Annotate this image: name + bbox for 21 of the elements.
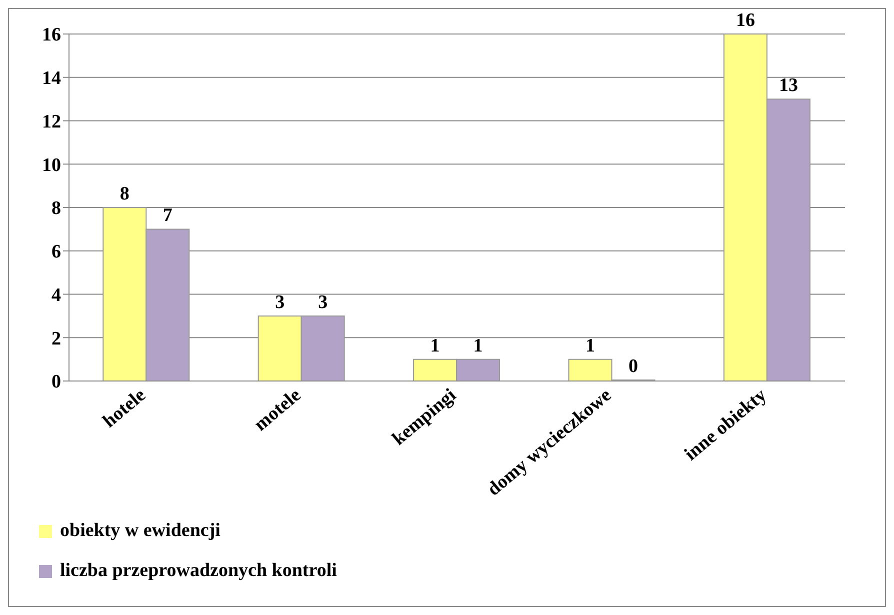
y-tick-label: 10	[42, 154, 61, 176]
data-label: 3	[275, 292, 285, 313]
data-label: 1	[473, 335, 483, 356]
y-tick-label: 2	[52, 328, 61, 350]
data-label: 7	[162, 205, 173, 226]
y-tick-label: 0	[52, 372, 61, 393]
data-label: 0	[628, 356, 638, 377]
y-tick-label: 8	[52, 198, 61, 220]
y-tick-label: 12	[42, 111, 61, 132]
data-label: 16	[736, 10, 755, 31]
legend-label: liczba przeprowadzonych kontroli	[60, 559, 337, 583]
y-tick-label: 16	[42, 24, 61, 46]
data-label: 3	[318, 292, 328, 313]
data-label: 1	[430, 335, 440, 356]
y-tick-label: 14	[42, 68, 62, 90]
data-label: 13	[778, 75, 798, 96]
data-label: 1	[585, 335, 595, 356]
y-tick-label: 4	[52, 284, 62, 306]
y-tick-label: 6	[52, 242, 61, 263]
legend-label: obiekty w ewidencji	[60, 519, 220, 543]
data-label: 8	[120, 184, 130, 204]
